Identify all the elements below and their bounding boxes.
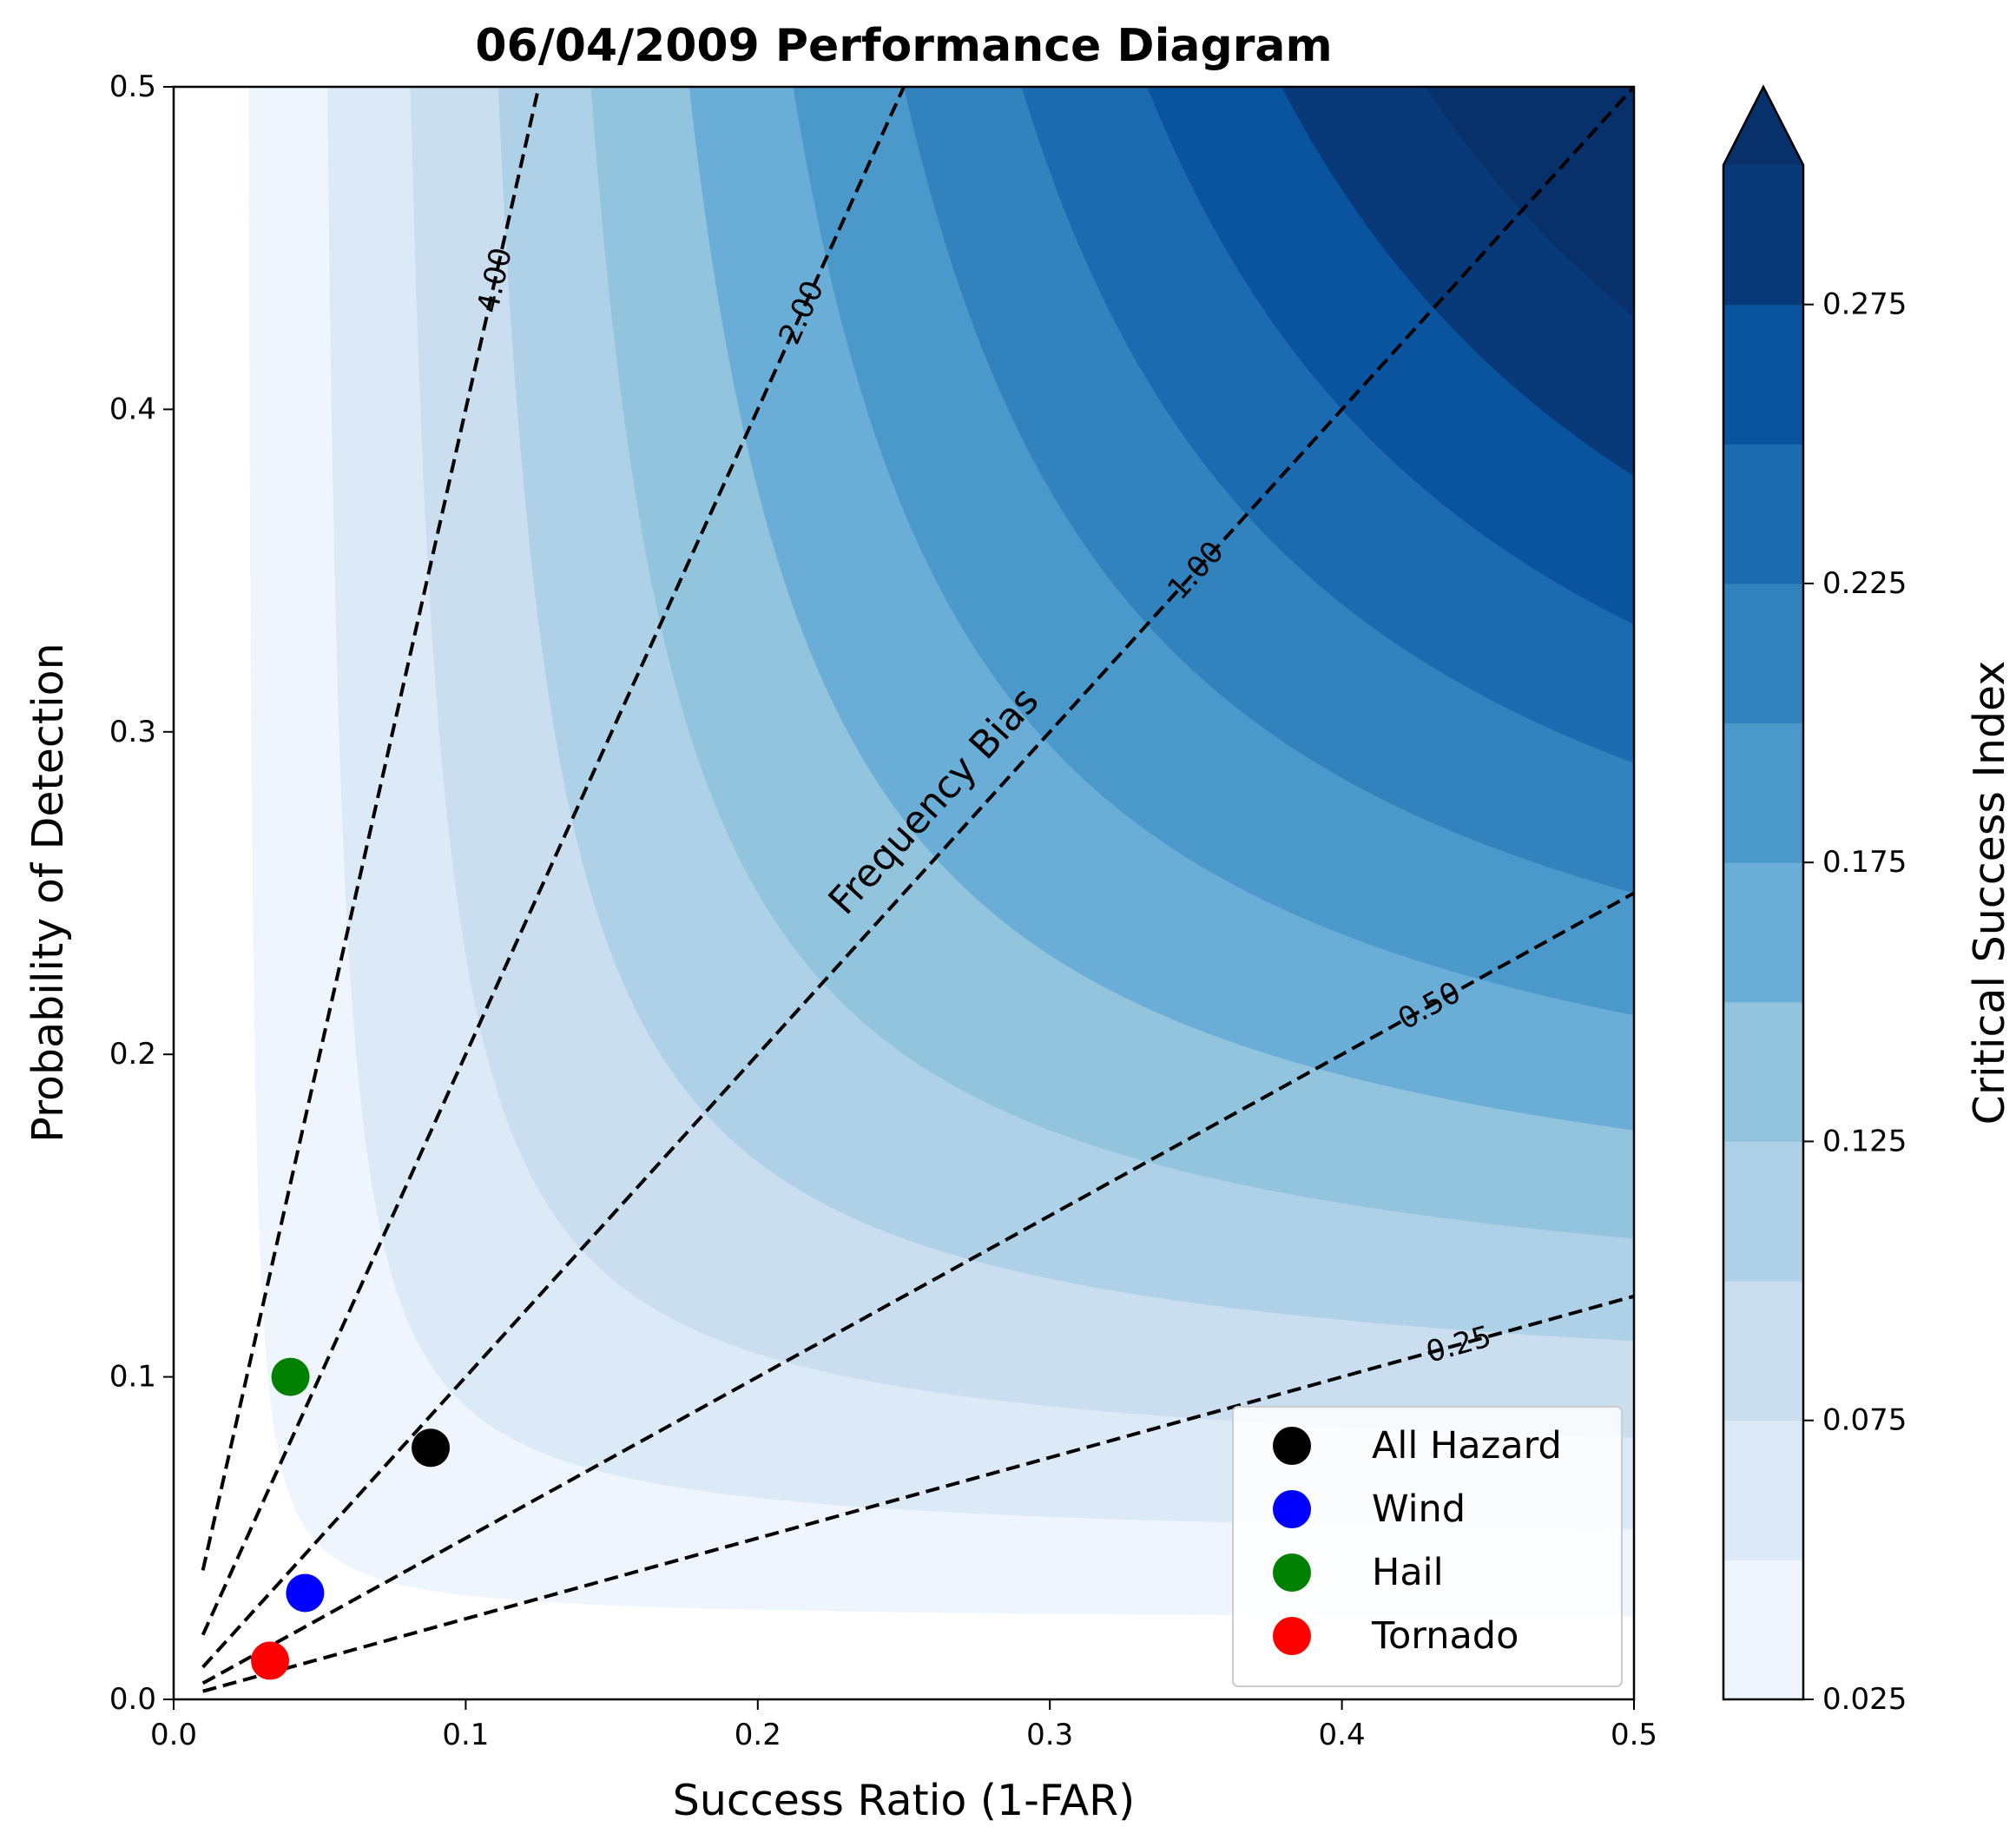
- colorbar-outline: [1722, 84, 1805, 1701]
- x-tick-label: 0.4: [1319, 1718, 1366, 1752]
- x-axis-label: Success Ratio (1-FAR): [673, 1776, 1136, 1825]
- colorbar-tick-label: 0.175: [1822, 845, 1907, 880]
- x-tick-label: 0.1: [442, 1718, 489, 1752]
- colorbar-label: Critical Success Index: [1965, 661, 2014, 1125]
- y-tick-label: 0.0: [109, 1682, 156, 1717]
- data-points: [251, 1357, 451, 1680]
- bias-line-1.00: [201, 87, 1634, 1669]
- colorbar-swatch-0_225: [1723, 444, 1803, 584]
- plot-frame: [172, 85, 1636, 1701]
- legend-label-wind: Wind: [1372, 1487, 1466, 1531]
- legend-marker-wind: [1273, 1490, 1311, 1528]
- bias-line-0.25: [202, 1294, 1634, 1693]
- y-tick-label: 0.4: [109, 392, 156, 426]
- colorbar-swatch-0_25: [1723, 304, 1803, 445]
- colorbar-swatch-0_175: [1723, 722, 1803, 863]
- colorbar-tick-label: 0.075: [1822, 1403, 1907, 1438]
- point-all-hazard: [412, 1428, 451, 1468]
- bias-line-0.50: [201, 891, 1634, 1685]
- legend-marker-hail: [1273, 1553, 1311, 1592]
- chart-title: 06/04/2009 Performance Diagram: [475, 20, 1332, 72]
- colorbar-tick-label: 0.125: [1822, 1124, 1907, 1158]
- legend: All Hazard Wind Hail Tornado: [1232, 1406, 1623, 1687]
- x-tick-label: 0.2: [735, 1718, 781, 1752]
- legend-marker-tornado: [1273, 1617, 1311, 1655]
- colorbar-tick-label: 0.225: [1822, 566, 1907, 601]
- x-axis-ticks: 0.0 0.1 0.2 0.3 0.4 0.5: [150, 1699, 1657, 1752]
- bias-line-2.00: [201, 87, 906, 1636]
- colorbar-swatch-0_05: [1723, 1420, 1803, 1560]
- y-tick-label: 0.2: [109, 1037, 156, 1072]
- x-tick-label: 0.5: [1611, 1718, 1657, 1752]
- legend-box: [1232, 1406, 1623, 1687]
- point-tornado: [251, 1641, 290, 1680]
- x-tick-label: 0.0: [150, 1718, 197, 1752]
- colorbar-extend-arrow: [1723, 87, 1803, 165]
- colorbar-swatch-0_075: [1723, 1281, 1803, 1422]
- point-hail: [271, 1357, 310, 1396]
- colorbar-tick-label: 0.025: [1822, 1682, 1907, 1717]
- y-tick-label: 0.1: [109, 1360, 156, 1395]
- y-tick-label: 0.5: [109, 69, 156, 104]
- colorbar: 0.025 0.075 0.125 0.175 0.225 0.275: [1722, 84, 1907, 1717]
- y-axis-ticks: 0.0 0.1 0.2 0.3 0.4 0.5: [109, 69, 174, 1717]
- colorbar-swatch-0_2: [1723, 583, 1803, 724]
- legend-label-tornado: Tornado: [1371, 1614, 1519, 1658]
- frequency-bias-lines: [201, 87, 1634, 1693]
- legend-marker-all-hazard: [1273, 1427, 1311, 1465]
- point-wind: [286, 1573, 325, 1613]
- colorbar-swatch-0_275: [1723, 165, 1803, 306]
- colorbar-tick-label: 0.275: [1822, 287, 1907, 322]
- colorbar-swatch-0_15: [1723, 862, 1803, 1003]
- y-tick-label: 0.3: [109, 715, 156, 749]
- colorbar-swatch-0_1: [1723, 1141, 1803, 1282]
- colorbar-swatch-0_125: [1723, 1001, 1803, 1142]
- y-axis-label: Probability of Detection: [23, 643, 73, 1142]
- x-tick-label: 0.3: [1026, 1718, 1073, 1752]
- legend-label-all-hazard: All Hazard: [1372, 1424, 1562, 1468]
- bias-line-4.00: [201, 87, 541, 1571]
- colorbar-swatch-0_025: [1723, 1560, 1803, 1700]
- legend-label-hail: Hail: [1372, 1551, 1444, 1594]
